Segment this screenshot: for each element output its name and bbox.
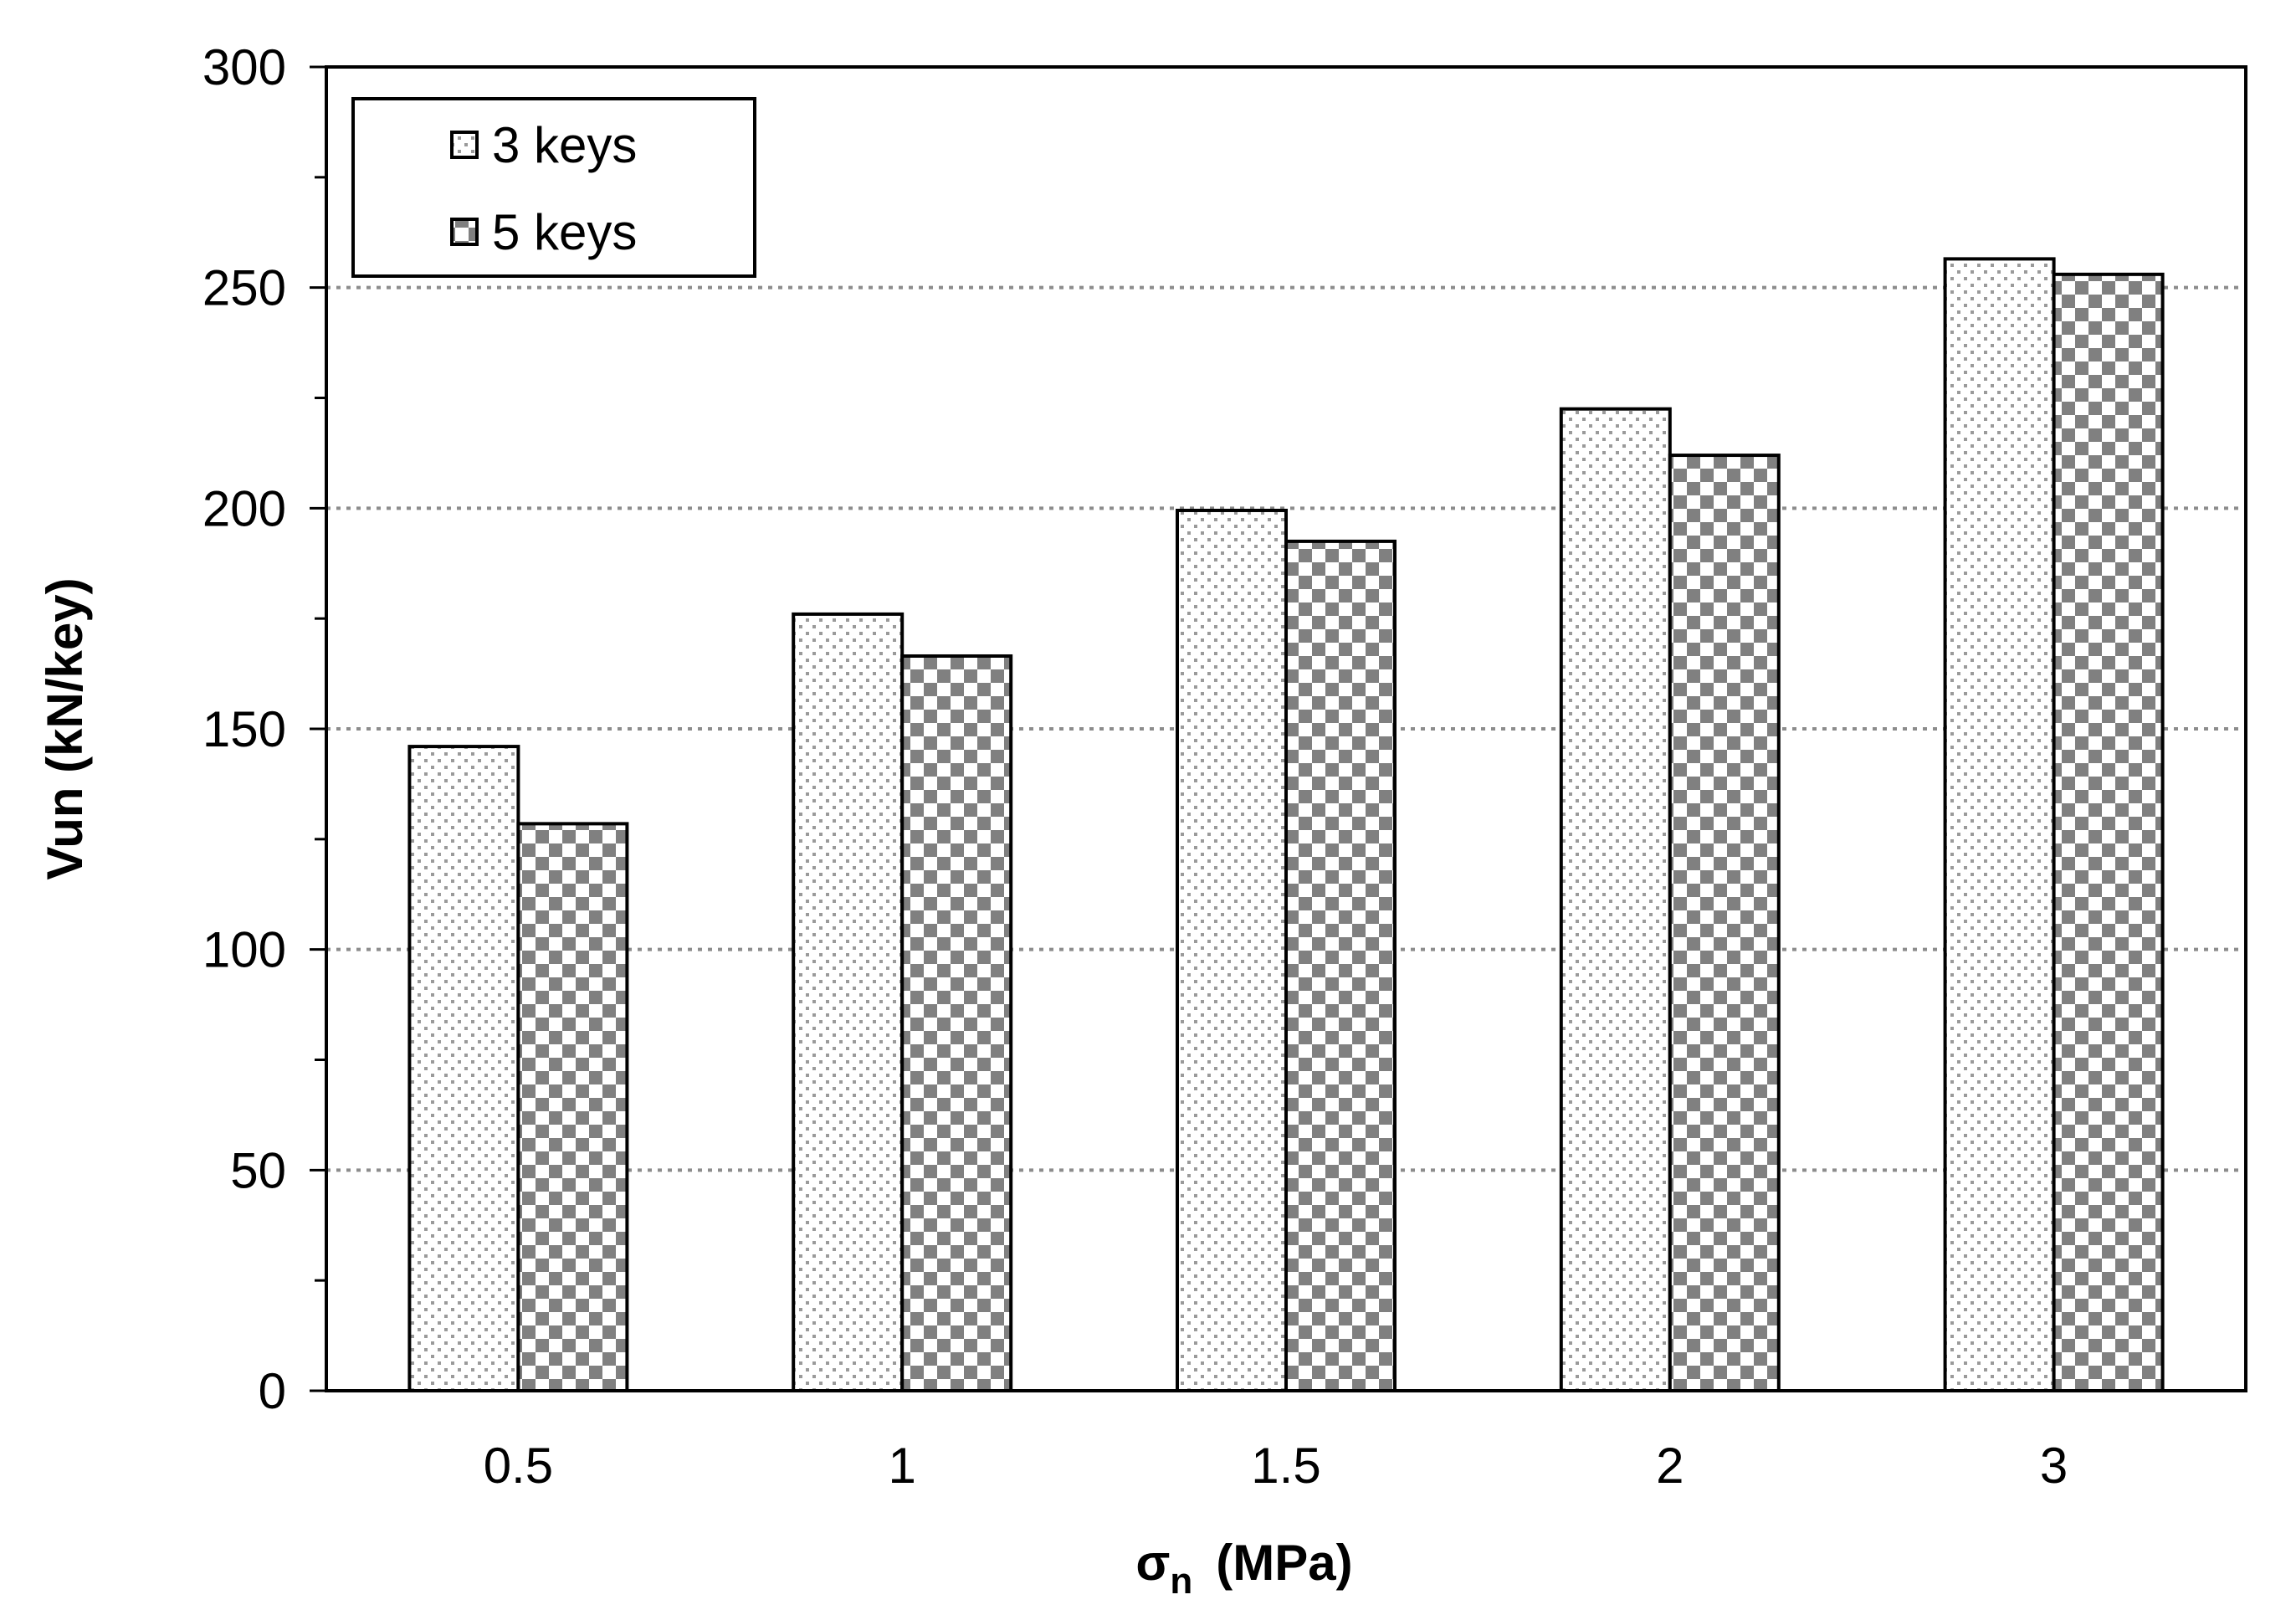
bar-5-keys-1: [900, 654, 1013, 1392]
bar-5-keys-1.5: [1284, 539, 1397, 1392]
bar-5-keys-3: [2052, 272, 2165, 1392]
y-tick-label-50: 50: [230, 1142, 286, 1198]
x-axis-unit: (MPa): [1216, 1535, 1352, 1591]
x-tick-label-1.5: 1.5: [1251, 1438, 1320, 1494]
bar-3-keys-1: [792, 612, 905, 1392]
legend-label-3-keys: 3 keys: [492, 117, 637, 173]
x-tick-label-0.5: 0.5: [484, 1438, 553, 1494]
x-axis-subscript: n: [1170, 1561, 1192, 1602]
gridlines: [326, 285, 2246, 1172]
bar-5-keys-0.5: [516, 822, 629, 1392]
x-axis-title: σn (MPa): [1135, 1535, 1352, 1602]
bar-3-keys-3: [1943, 257, 2056, 1392]
legend-box: [351, 97, 756, 278]
legend-swatch-5-keys: [450, 218, 479, 246]
y-tick-label-200: 200: [202, 480, 286, 536]
y-tick-label-250: 250: [202, 260, 286, 316]
y-tick-label-150: 150: [202, 701, 286, 757]
bars: [407, 257, 2165, 1392]
bar-3-keys-2: [1559, 407, 1672, 1392]
legend-label-5-keys: 5 keys: [492, 204, 637, 260]
bar-5-keys-2: [1668, 454, 1781, 1392]
x-tick-label-1: 1: [889, 1438, 916, 1494]
y-tick-label-300: 300: [202, 39, 286, 95]
bar-3-keys-1.5: [1176, 508, 1288, 1392]
y-tick-label-0: 0: [259, 1363, 286, 1419]
bar-3-keys-0.5: [407, 745, 520, 1392]
legend-swatch-3-keys: [450, 131, 479, 159]
legend: 3 keys 5 keys: [351, 97, 756, 278]
y-tick-label-100: 100: [202, 922, 286, 978]
y-axis-title: Vun (kN/key): [37, 577, 93, 879]
x-tick-label-3: 3: [2040, 1438, 2068, 1494]
ticks: 0 50 100 150 200 250 300 0.5 1 1.5 2 3: [202, 39, 2068, 1494]
x-tick-label-2: 2: [1656, 1438, 1684, 1494]
x-axis-symbol: σ: [1135, 1535, 1170, 1591]
